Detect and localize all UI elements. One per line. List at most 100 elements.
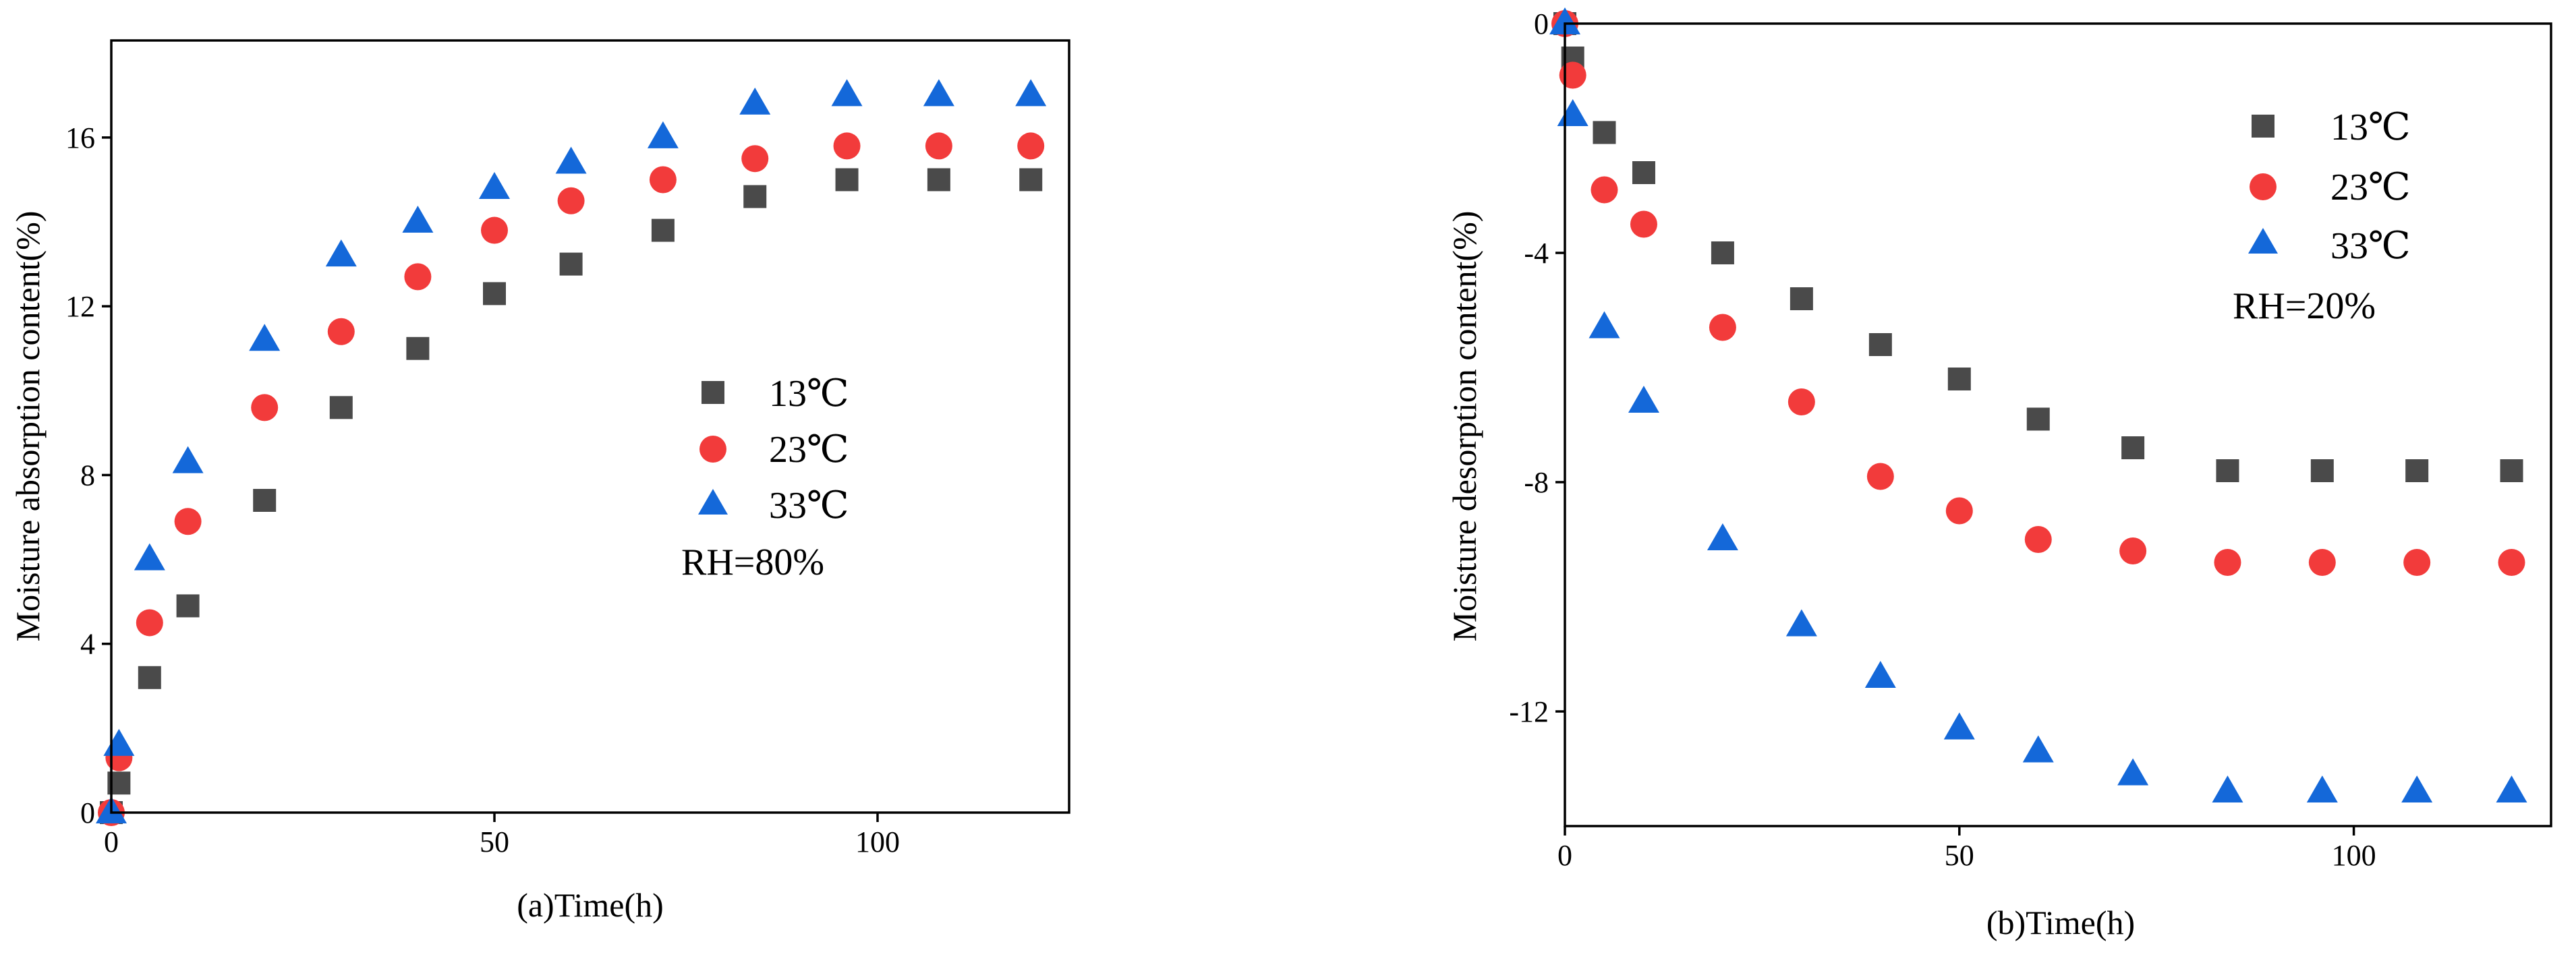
panel-b-point-13c [1593,121,1616,144]
panel-b-point-33c [2401,776,2433,802]
panel-b-point-13c [2500,459,2523,482]
panel-a-point-33c [402,206,434,233]
panel-a-point-23c [1017,132,1045,160]
panel-b-y-tick-label: -12 [1509,695,1549,728]
panel-b-y-tick-label: -4 [1524,237,1549,270]
panel-a-legend-label-23c: 23℃ [769,429,849,471]
panel-a-legend: 13℃ 23℃ 33℃ [698,373,849,527]
panel-a-point-13c [1019,168,1043,192]
panel-a-point-33c [923,79,954,107]
panel-b-legend-marker-33c [2248,228,2278,254]
panel-a-point-13c [176,594,200,618]
panel-a-point-13c [406,337,430,360]
panel-b-point-33c [2117,758,2149,786]
panel-a-point-13c [927,168,950,192]
panel-a-point-13c [253,488,277,512]
panel-a: 0 50 100 0 4 8 12 16 (a)Time(h) Moisture absorp… [9,39,1070,924]
panel-a-y-tick-label: 16 [65,121,95,154]
panel-b-point-33c [2496,776,2527,802]
panel-b-point-23c [2024,526,2052,553]
panel-b-point-23c [2214,549,2241,576]
panel-b-point-33c [1549,7,1580,34]
panel-b-legend-label-13c: 13℃ [2330,107,2411,148]
panel-a-point-13c [651,218,675,242]
panel-a-point-33c [831,79,863,107]
panel-a-point-13c [743,185,767,208]
panel-a-point-23c [327,318,355,345]
panel-b-point-23c [2308,549,2336,576]
panel-a-point-13c [835,168,859,192]
panel-a-legend-label-33c: 33℃ [769,485,849,527]
panel-b-point-23c [1709,314,1736,341]
panel-a-point-33c [103,728,135,756]
panel-b-point-33c [1785,609,1817,637]
panel-a-legend-marker-33c [698,489,728,515]
panel-b-legend: 13℃ 23℃ 33℃ [2248,107,2411,267]
panel-b-rh-annotation: RH=20% [2233,285,2376,327]
panel-a-point-13c [138,666,161,689]
panel-b-y-axis-label: Moisture desorption content(%) [1446,211,1483,642]
panel-a-legend-marker-13c [702,381,724,404]
panel-b-point-23c [1945,497,1973,525]
panel-b-legend-marker-23c [2250,173,2277,200]
panel-b-point-33c [2022,735,2054,763]
panel-b-data-points [1549,7,2527,802]
panel-b-point-33c [1557,99,1588,126]
panel-a-x-tick-label: 0 [104,825,119,858]
panel-b-point-13c [1632,161,1655,184]
panel-a-point-23c [925,132,952,160]
panel-a-point-23c [649,166,677,194]
panel-a-y-tick-label: 8 [80,459,95,492]
panel-a-point-33c [1015,79,1047,107]
panel-b-point-13c [1868,333,1892,356]
panel-a-point-33c [249,324,281,351]
panel-b-point-13c [1711,241,1734,264]
panel-b-legend-label-33c: 33℃ [2330,225,2411,267]
panel-a-x-axis-label: (a)Time(h) [517,886,664,924]
panel-a-point-23c [481,216,508,244]
panel-b-legend-marker-13c [2252,115,2274,138]
panel-a-point-23c [174,508,202,535]
panel-b-point-33c [1588,311,1620,339]
panel-a-y-tick-label: 12 [65,290,95,323]
panel-a-rh-annotation: RH=80% [681,542,824,583]
panel-b-point-13c [1790,287,1813,310]
panel-a-point-23c [833,132,861,160]
panel-a-y-tick-label: 0 [80,796,95,829]
panel-a-point-23c [404,263,432,291]
panel-b-point-23c [1787,388,1815,415]
panel-b-x-tick-label: 100 [2332,839,2376,872]
panel-b-plot-frame [1564,22,2552,827]
panel-a-point-33c [479,171,510,199]
panel-b-point-33c [1707,523,1738,550]
panel-b-legend-label-23c: 23℃ [2330,167,2411,208]
panel-a-data-points [96,79,1047,826]
panel-b-point-23c [1630,210,1657,238]
panel-b-point-13c [2405,459,2429,482]
panel-a-legend-marker-23c [699,436,726,463]
panel-a-x-tick-label: 50 [480,825,509,858]
panel-b-point-33c [1943,712,1975,740]
panel-a-point-13c [559,252,583,276]
panel-a-point-23c [251,394,279,421]
panel-b-point-33c [1628,386,1659,413]
panel-a-point-33c [172,446,204,473]
panel-b-point-23c [2403,549,2431,576]
panel-b-point-13c [2216,459,2239,482]
panel-a-point-13c [483,282,506,305]
panel-a-point-33c [647,121,679,148]
panel-a-point-23c [557,187,585,214]
panel-b-point-13c [2121,436,2145,459]
panel-a-plot-frame [110,39,1070,814]
panel-b-point-33c [1864,661,1896,688]
panel-b-y-tick-label: -8 [1524,466,1549,499]
panel-a-legend-label-13c: 13℃ [769,373,849,415]
panel-b-x-tick-label: 0 [1557,839,1572,872]
panel-a-x-tick-label: 100 [855,825,900,858]
panel-a-ticks: 0 50 100 0 4 8 12 16 [65,121,900,858]
panel-a-point-23c [741,145,769,173]
panel-a-y-axis-label: Moisture absorption content(%) [9,211,47,642]
panel-b-x-axis-label: (b)Time(h) [1986,904,2135,941]
panel-a-point-33c [555,146,587,174]
